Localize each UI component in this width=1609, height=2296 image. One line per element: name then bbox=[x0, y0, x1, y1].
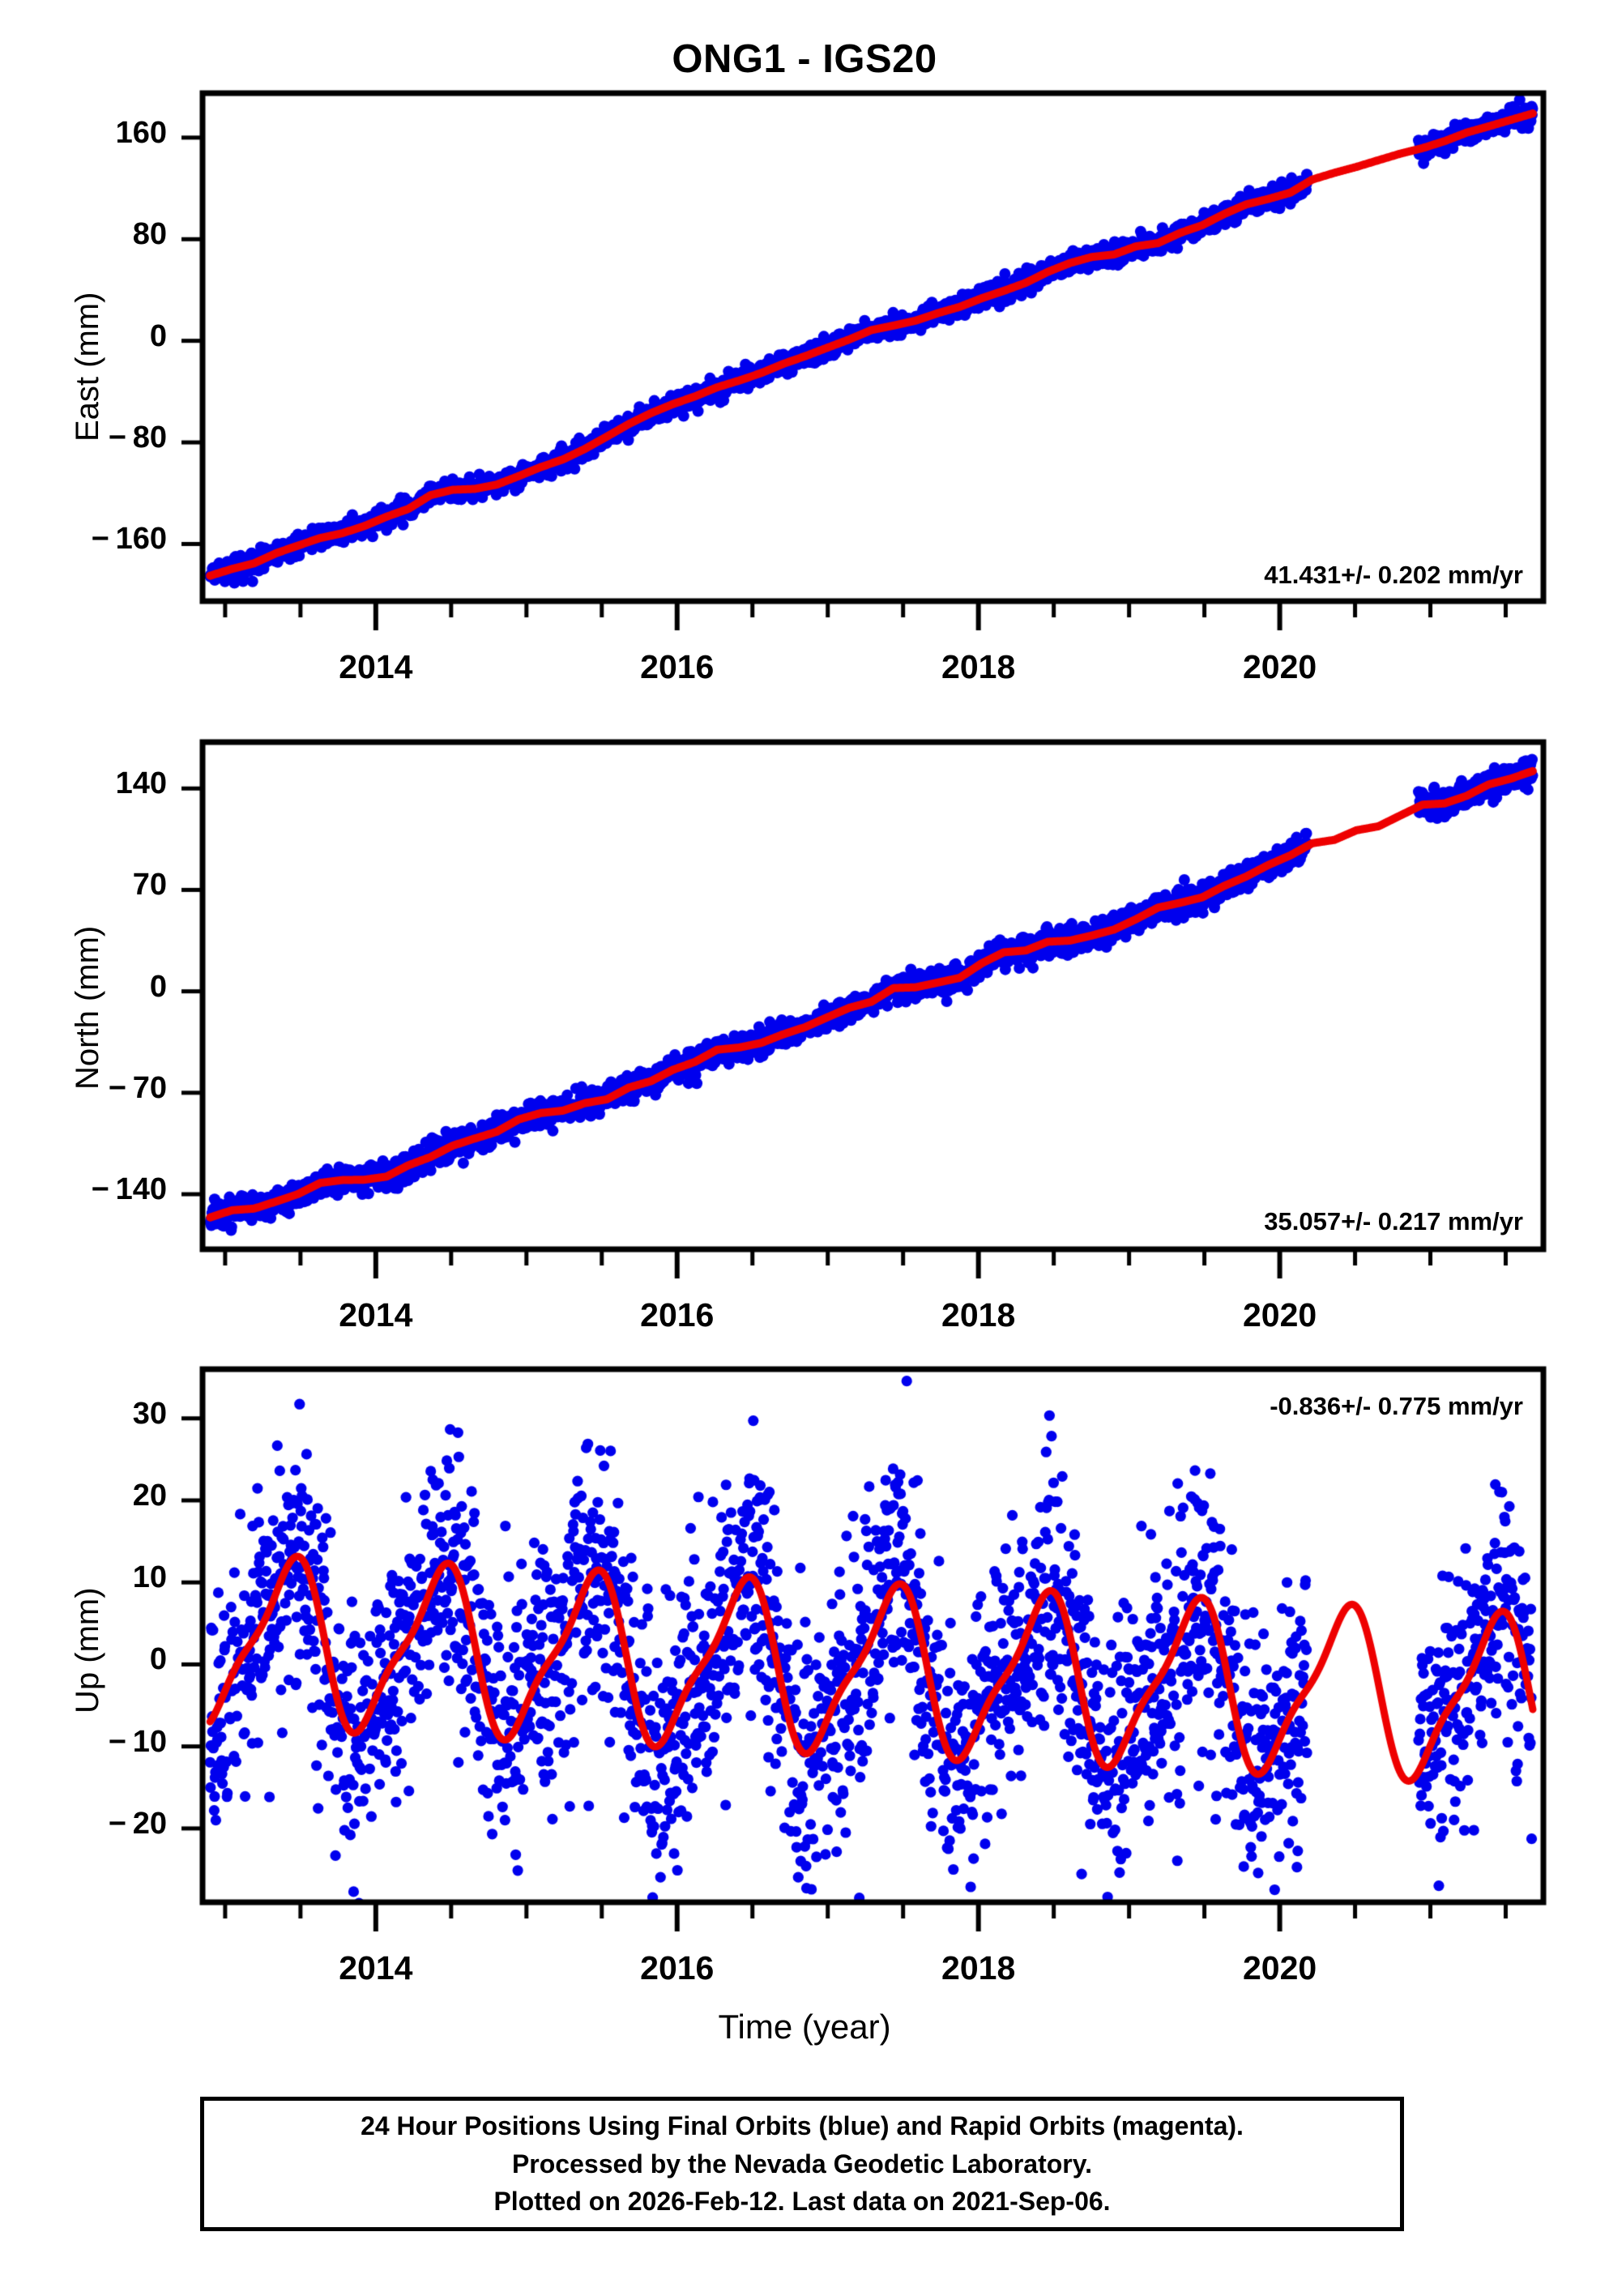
x-tick-label-east-2: 2018 bbox=[941, 648, 1016, 685]
x-tick-label-up-1: 2016 bbox=[640, 1949, 715, 1987]
x-tick-label-up-0: 2014 bbox=[339, 1949, 413, 1987]
rate-annotation-up: -0.836+/- 0.775 mm/yr bbox=[1270, 1392, 1523, 1420]
page-title: ONG1 - IGS20 bbox=[672, 37, 937, 81]
x-tick-label-east-0: 2014 bbox=[339, 648, 413, 685]
y-tick-label-east-2: 0 bbox=[149, 318, 167, 353]
rate-annotation-north: 35.057+/- 0.217 mm/yr bbox=[1264, 1207, 1523, 1235]
y-tick-label-north-4: − 140 bbox=[91, 1172, 167, 1207]
y-tick-label-east-3: − 80 bbox=[108, 420, 167, 455]
y-tick-label-north-0: 140 bbox=[115, 766, 167, 801]
x-tick-label-north-0: 2014 bbox=[339, 1296, 413, 1334]
y-tick-label-east-4: − 160 bbox=[91, 522, 167, 557]
y-tick-label-east-0: 160 bbox=[115, 115, 167, 150]
x-tick-label-east-3: 2020 bbox=[1242, 648, 1317, 685]
x-tick-label-north-1: 2016 bbox=[640, 1296, 715, 1334]
y-axis-label-east: East (mm) bbox=[70, 292, 105, 442]
y-tick-label-up-2: 10 bbox=[132, 1560, 167, 1595]
x-tick-label-north-2: 2018 bbox=[941, 1296, 1016, 1334]
y-tick-label-north-1: 70 bbox=[132, 868, 167, 903]
x-tick-label-up-3: 2020 bbox=[1242, 1949, 1317, 1987]
y-tick-label-north-2: 0 bbox=[149, 969, 167, 1004]
y-tick-label-north-3: − 70 bbox=[108, 1070, 167, 1105]
y-tick-label-up-1: 20 bbox=[132, 1478, 167, 1513]
y-axis-label-north: North (mm) bbox=[70, 925, 105, 1090]
x-axis-label: Time (year) bbox=[718, 2008, 891, 2046]
y-tick-label-east-1: 80 bbox=[132, 217, 167, 252]
caption-line-3: Plotted on 2026-Feb-12. Last data on 202… bbox=[493, 2187, 1111, 2217]
y-tick-label-up-0: 30 bbox=[132, 1396, 167, 1431]
y-tick-label-up-3: 0 bbox=[149, 1642, 167, 1677]
x-tick-label-north-3: 2020 bbox=[1242, 1296, 1317, 1334]
caption-box: 24 Hour Positions Using Final Orbits (bl… bbox=[200, 2097, 1404, 2231]
x-tick-label-east-1: 2016 bbox=[640, 648, 715, 685]
x-tick-label-up-2: 2018 bbox=[941, 1949, 1016, 1987]
caption-line-1: 24 Hour Positions Using Final Orbits (bl… bbox=[361, 2111, 1244, 2141]
rate-annotation-east: 41.431+/- 0.202 mm/yr bbox=[1264, 561, 1523, 589]
caption-line-2: Processed by the Nevada Geodetic Laborat… bbox=[511, 2149, 1093, 2179]
y-tick-label-up-5: − 20 bbox=[108, 1806, 167, 1841]
y-tick-label-up-4: − 10 bbox=[108, 1724, 167, 1759]
